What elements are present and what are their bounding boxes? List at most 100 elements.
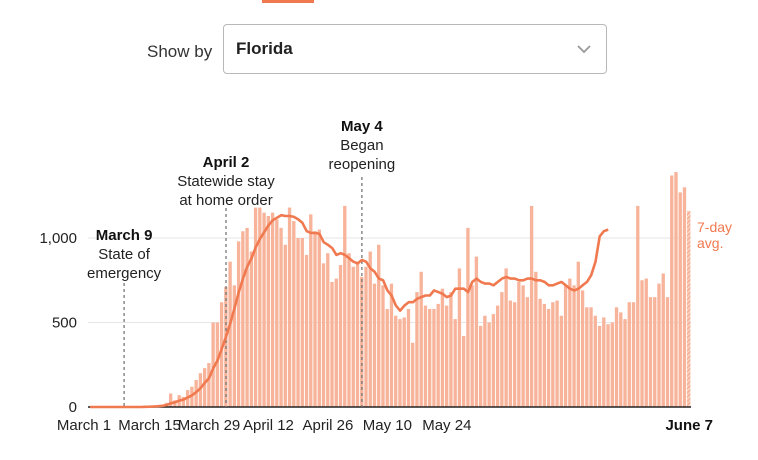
bar — [355, 261, 360, 407]
bar — [636, 205, 640, 407]
tab-underline — [262, 0, 314, 3]
bar — [555, 300, 559, 407]
bar — [207, 363, 211, 407]
bar — [304, 254, 309, 407]
state-select[interactable]: Florida — [223, 24, 607, 74]
annotation-title: May 4 — [341, 118, 383, 135]
bar — [640, 280, 644, 407]
bar — [402, 317, 406, 407]
bar — [602, 317, 606, 407]
bar — [428, 308, 432, 407]
bar — [300, 238, 304, 407]
bar — [334, 278, 338, 407]
bar — [440, 288, 445, 407]
bar — [445, 305, 449, 407]
bar — [674, 172, 678, 407]
bar — [275, 219, 279, 407]
bar — [394, 315, 398, 407]
bar — [478, 325, 483, 407]
bar — [559, 315, 564, 407]
annotation-text: State of — [98, 246, 151, 263]
bar — [317, 229, 321, 407]
bar — [610, 322, 614, 407]
bar — [338, 265, 343, 407]
bar — [597, 325, 602, 407]
bar — [236, 241, 241, 407]
x-tick-label: June 7 — [665, 417, 713, 434]
annotation-text: Statewide stay — [177, 173, 275, 190]
bar — [606, 324, 610, 407]
y-tick-label: 0 — [69, 399, 77, 416]
y-tick-label: 1,000 — [39, 230, 77, 247]
bar — [219, 302, 224, 407]
bar — [211, 322, 215, 407]
chevron-down-icon — [577, 45, 591, 54]
bar — [423, 305, 428, 407]
bar — [406, 308, 411, 407]
bar — [292, 221, 296, 407]
bar — [546, 308, 551, 407]
bar — [313, 231, 317, 407]
bar — [614, 307, 619, 407]
bar — [258, 207, 262, 407]
bar — [309, 214, 313, 407]
bar — [551, 302, 555, 407]
bar — [508, 300, 513, 407]
bar — [385, 308, 389, 407]
bar — [644, 278, 648, 407]
bar — [648, 297, 653, 407]
annotation-text: reopening — [329, 156, 396, 173]
bar — [474, 256, 479, 407]
bar — [453, 319, 457, 407]
bar — [241, 231, 245, 407]
y-tick-label: 500 — [52, 315, 77, 332]
bar — [287, 207, 292, 407]
bar — [538, 298, 542, 407]
bar — [381, 285, 385, 407]
bar — [521, 285, 525, 407]
bar — [377, 244, 381, 407]
bar — [670, 175, 674, 407]
x-tick-label: May 24 — [422, 417, 471, 434]
bar — [657, 283, 661, 407]
bar — [589, 307, 593, 407]
bar — [372, 283, 377, 407]
bar — [500, 292, 504, 407]
bar — [419, 271, 423, 407]
bar — [491, 314, 496, 407]
bar — [585, 307, 589, 407]
bar — [321, 263, 326, 407]
bar — [232, 285, 237, 407]
bar — [678, 192, 682, 407]
bar — [631, 302, 636, 407]
bar — [270, 212, 275, 407]
bar — [296, 238, 300, 407]
bar — [517, 281, 521, 407]
bar — [347, 253, 351, 407]
bar — [364, 266, 368, 407]
bar — [593, 315, 597, 407]
x-tick-label: May 10 — [363, 417, 412, 434]
seven-day-avg-line — [90, 213, 609, 409]
bar — [351, 266, 355, 407]
bar — [483, 315, 487, 407]
annotation-title: April 2 — [203, 154, 250, 171]
bar — [542, 303, 547, 407]
state-select-value: Florida — [236, 39, 293, 58]
annotation-title: March 9 — [96, 227, 153, 244]
bar — [466, 227, 470, 407]
show-by-label: Show by — [147, 42, 213, 61]
bar — [215, 322, 220, 407]
bar — [202, 368, 207, 407]
x-tick-label: March 15 — [118, 417, 181, 434]
bar — [534, 271, 538, 407]
bar — [283, 244, 287, 407]
bar — [368, 251, 372, 407]
bar — [262, 212, 266, 407]
bar — [181, 396, 186, 407]
bar — [661, 273, 665, 407]
bar — [487, 322, 491, 407]
bar — [572, 285, 576, 407]
bar — [529, 205, 534, 407]
